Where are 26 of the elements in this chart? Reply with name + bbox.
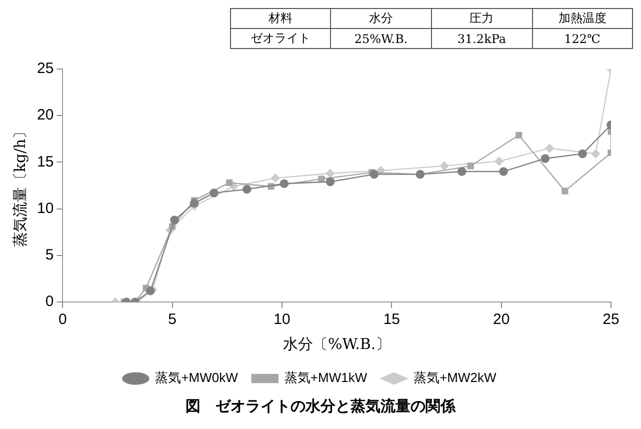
y-tick-label: 15 xyxy=(36,153,54,170)
text: 図 ゼオライトの水分と蒸気流量の関係 xyxy=(184,397,457,416)
y-axis-title: 蒸気流量〔kg/h〕 xyxy=(10,124,29,248)
y-tick-label: 20 xyxy=(36,106,54,124)
x-tick-label: 0 xyxy=(58,311,67,328)
text: 25%W.B. xyxy=(330,28,432,48)
legend-label: 蒸気+MW2kW xyxy=(414,370,498,386)
x-tick-label: 25 xyxy=(602,311,620,328)
x-tick-label: 20 xyxy=(492,311,510,328)
x-tick-label: 10 xyxy=(274,311,290,328)
y-tick-label: 5 xyxy=(45,246,54,264)
y-tick-label: 10 xyxy=(36,200,54,217)
text: 122℃ xyxy=(532,28,632,48)
y-tick-label: 0 xyxy=(45,293,54,310)
text: 31.2kPa xyxy=(431,28,532,48)
text: 圧力 xyxy=(431,8,532,28)
x-tick-label: 5 xyxy=(168,311,177,328)
legend-label: 蒸気+MW1kW xyxy=(284,370,368,386)
y-tick-label: 25 xyxy=(36,60,54,78)
text: ゼオライト xyxy=(230,28,331,48)
x-axis-title: 水分〔%W.B.〕 xyxy=(283,334,391,353)
text: 材料 xyxy=(230,8,331,28)
legend-label: 蒸気+MW0kW xyxy=(155,370,239,386)
text: 加熱温度 xyxy=(532,8,632,28)
x-tick-label: 15 xyxy=(383,311,400,328)
text: 水分 xyxy=(330,8,432,28)
